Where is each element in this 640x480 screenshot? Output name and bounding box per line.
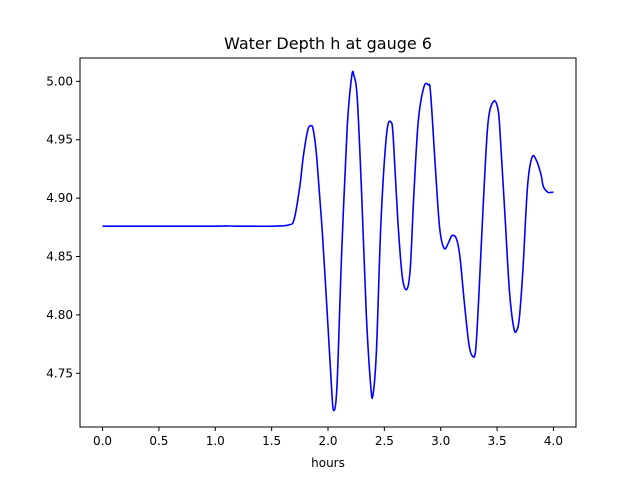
y-tick-label: 4.85	[46, 250, 73, 264]
x-tick-label: 3.0	[431, 434, 450, 448]
y-tick-label: 4.75	[46, 366, 73, 380]
x-tick-label: 2.5	[375, 434, 394, 448]
x-tick-label: 0.5	[149, 434, 168, 448]
series-line-0	[102, 70, 554, 412]
y-tick-label: 4.95	[46, 133, 73, 147]
y-tick-label: 5.00	[46, 74, 73, 88]
x-tick-label: 0.0	[93, 434, 112, 448]
x-axis-label: hours	[311, 456, 345, 470]
x-axis: 0.0 0.5 1.0 1.5 2.0 2.5 3.0 3.5 4.0	[93, 427, 563, 448]
y-tick-label: 4.80	[46, 308, 73, 322]
y-axis: 4.75 4.80 4.85 4.90 4.95 5.00	[46, 74, 80, 380]
series-layer	[102, 70, 554, 412]
y-tick-label: 4.90	[46, 191, 73, 205]
x-tick-label: 1.0	[206, 434, 225, 448]
x-tick-label: 4.0	[544, 434, 563, 448]
chart-title: Water Depth h at gauge 6	[224, 34, 432, 53]
x-tick-label: 3.5	[488, 434, 507, 448]
plot-frame	[79, 57, 577, 428]
x-tick-label: 1.5	[262, 434, 281, 448]
x-tick-label: 2.0	[318, 434, 337, 448]
